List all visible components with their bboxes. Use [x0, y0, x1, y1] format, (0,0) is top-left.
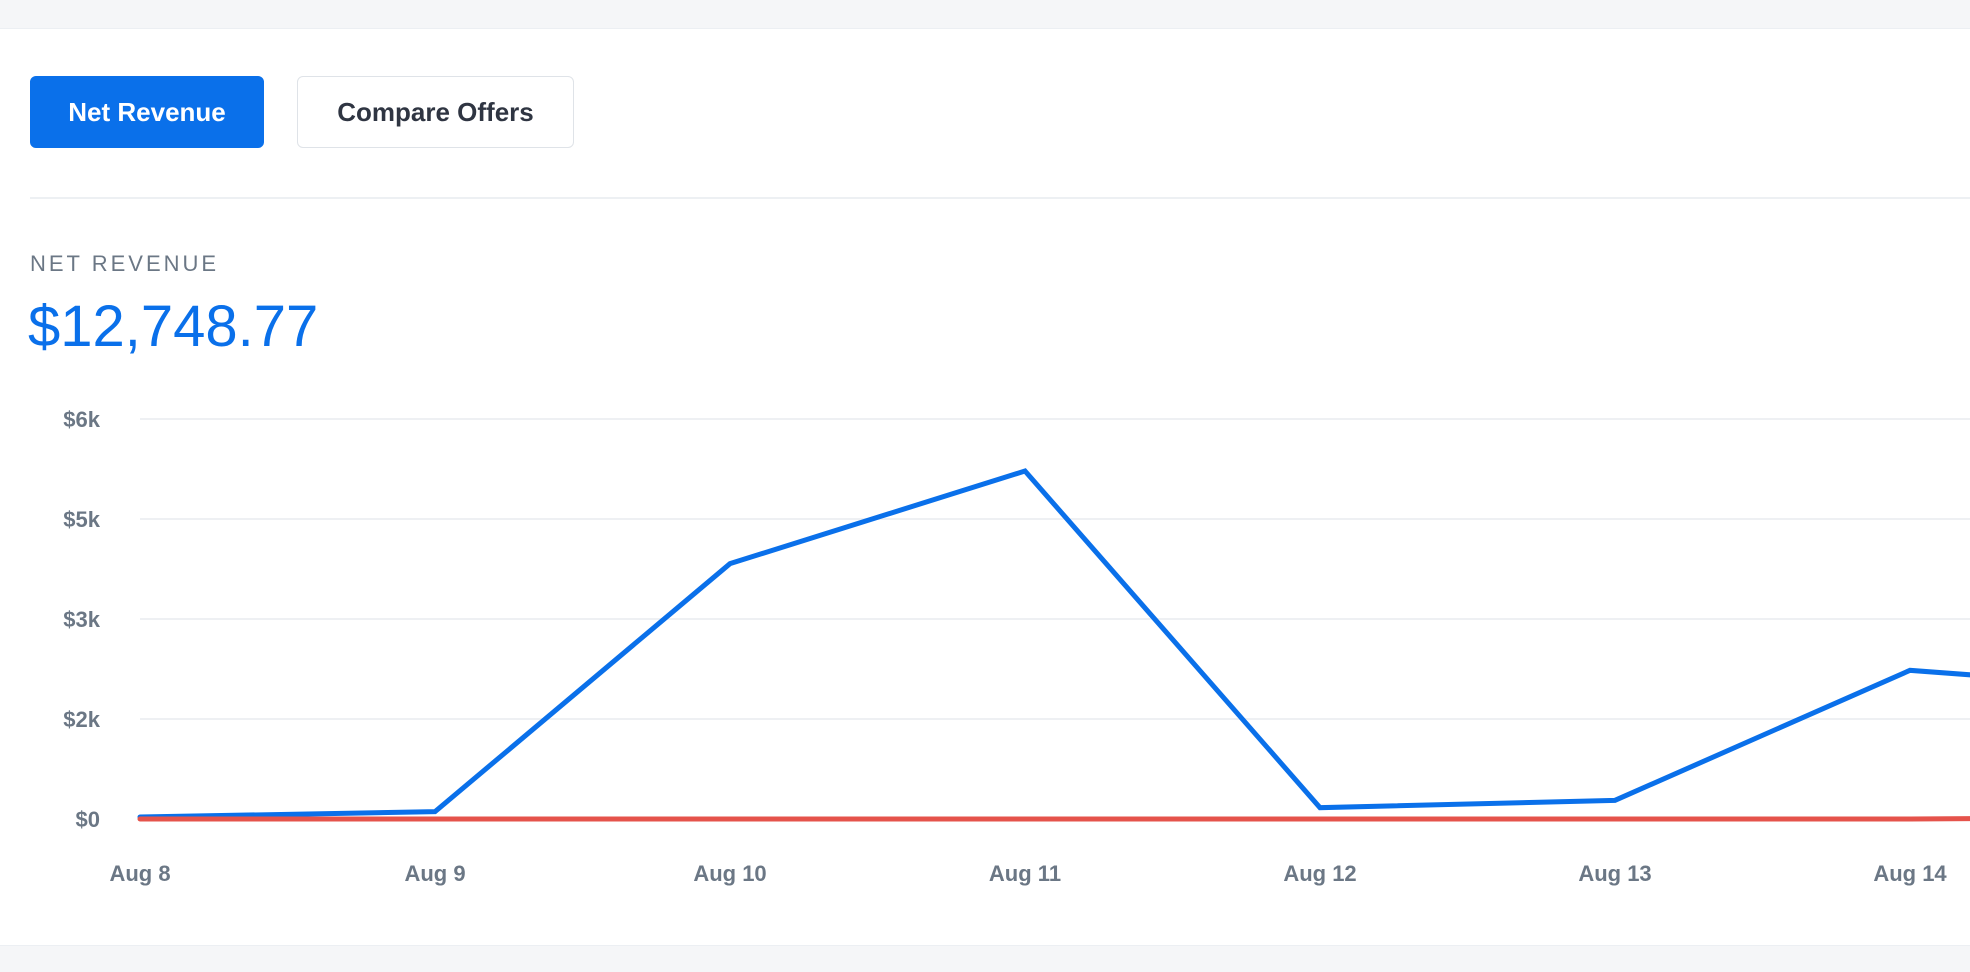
- divider: [30, 197, 1970, 199]
- x-tick-label: Aug 10: [693, 861, 766, 886]
- x-tick-label: Aug 14: [1873, 861, 1947, 886]
- metric-value: $12,748.77: [28, 294, 319, 359]
- series-line-2: [137, 816, 1970, 822]
- x-tick-label: Aug 13: [1578, 861, 1651, 886]
- x-tick-label: Aug 8: [109, 861, 170, 886]
- y-tick-label: $0: [76, 807, 100, 832]
- compare-offers-tab[interactable]: Compare Offers: [297, 76, 574, 148]
- y-tick-label: $6k: [63, 407, 100, 432]
- x-tick-label: Aug 11: [989, 861, 1061, 886]
- x-tick-label: Aug 12: [1283, 861, 1356, 886]
- net-revenue-tab[interactable]: Net Revenue: [30, 76, 264, 148]
- metric-tabs: Net Revenue Compare Offers: [30, 76, 574, 148]
- series-line-1: [137, 468, 1970, 820]
- revenue-card: Net Revenue Compare Offers NET REVENUE $…: [0, 28, 1970, 946]
- x-tick-label: Aug 9: [404, 861, 465, 886]
- y-tick-label: $3k: [63, 607, 100, 632]
- y-tick-label: $2k: [63, 707, 100, 732]
- metric-label: NET REVENUE: [30, 251, 220, 276]
- revenue-line-chart: $0 $2k $3k $5k $6k Aug 8 Aug 9 Aug 10 Aug 11 Aug …: [63, 407, 1970, 886]
- y-tick-label: $5k: [63, 507, 100, 532]
